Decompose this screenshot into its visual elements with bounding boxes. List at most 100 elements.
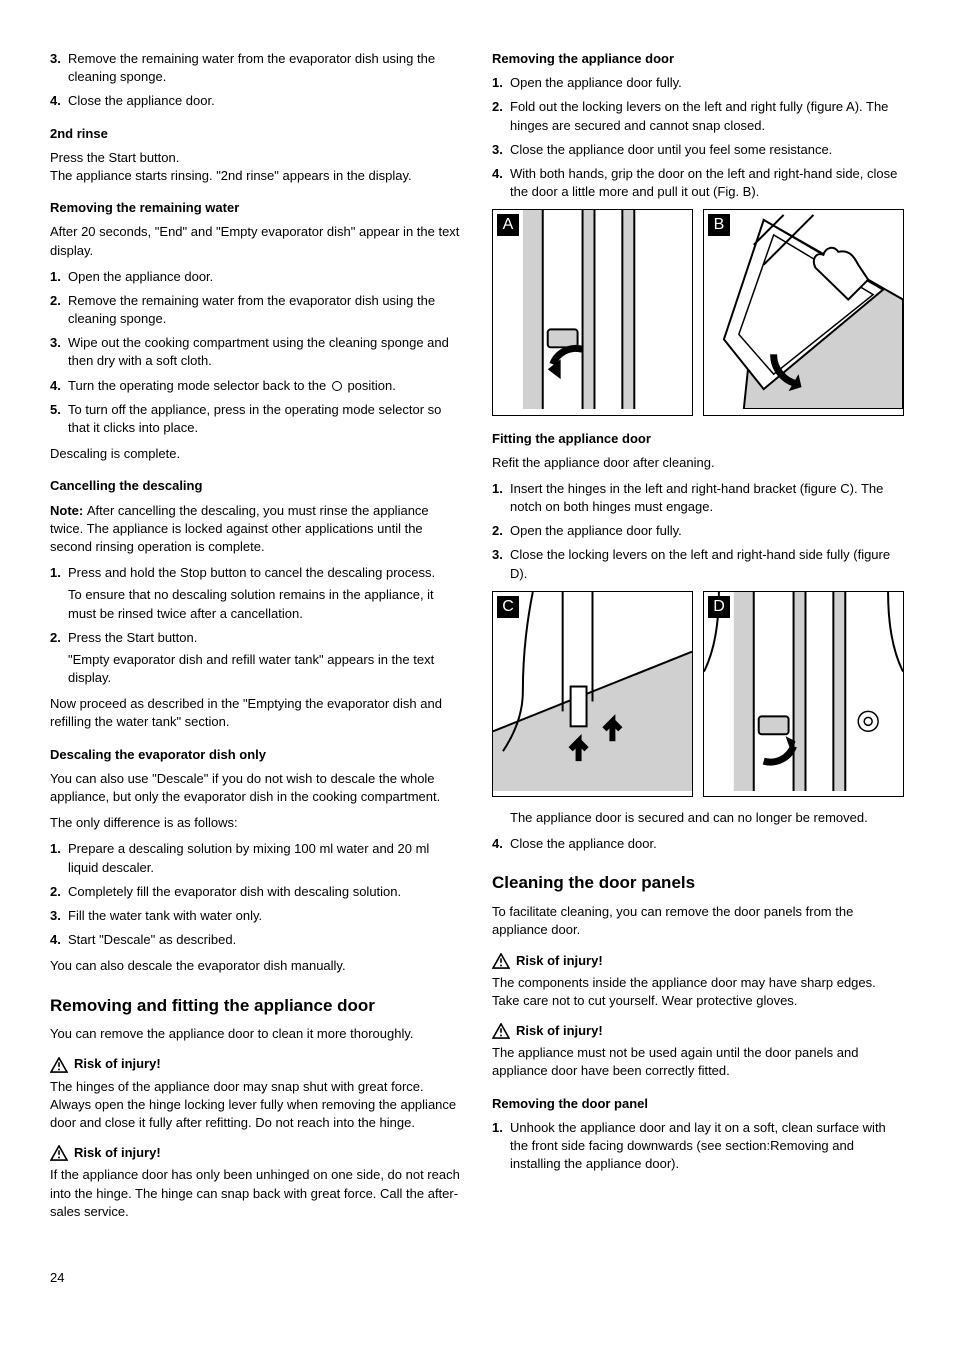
figure-c-svg (493, 592, 692, 791)
list-num: 3. (50, 334, 68, 370)
list-num: 2. (492, 522, 510, 540)
paragraph: You can also descale the evaporator dish… (50, 957, 462, 975)
warning-label: Risk of injury! (74, 1144, 161, 1162)
list-text: Close the appliance door until you feel … (510, 141, 904, 159)
list-num: 3. (492, 141, 510, 159)
list-item: 3.Fill the water tank with water only. (50, 907, 462, 925)
right-column: Removing the appliance door 1.Open the a… (492, 50, 904, 1229)
list-num: 1. (492, 74, 510, 92)
heading-2nd-rinse: 2nd rinse (50, 125, 462, 143)
note-paragraph: Note: After cancelling the descaling, yo… (50, 502, 462, 557)
heading-removing-door: Removing and fitting the appliance door (50, 994, 462, 1018)
list-text: Turn the operating mode selector back to… (68, 377, 462, 395)
list-removing-appl-door: 1.Open the appliance door fully. 2.Fold … (492, 74, 904, 201)
text: Press the Start button. (68, 630, 197, 645)
figure-a: A (492, 209, 693, 415)
list-text: To turn off the appliance, press in the … (68, 401, 462, 437)
list-num: 2. (492, 98, 510, 134)
heading-cancelling: Cancelling the descaling (50, 477, 462, 495)
heading-removing-panel: Removing the door panel (492, 1095, 904, 1113)
list-num: 4. (50, 931, 68, 949)
list-num: 2. (50, 292, 68, 328)
warning-text: The appliance must not be used again unt… (492, 1044, 904, 1080)
off-position-icon (332, 381, 342, 391)
list-item: 4.With both hands, grip the door on the … (492, 165, 904, 201)
page-columns: 3.Remove the remaining water from the ev… (50, 50, 904, 1229)
list-item: 1.Prepare a descaling solution by mixing… (50, 840, 462, 876)
paragraph: The appliance door is secured and can no… (510, 809, 904, 827)
heading-removing-water: Removing the remaining water (50, 199, 462, 217)
list-num: 2. (50, 883, 68, 901)
warning-label: Risk of injury! (516, 1022, 603, 1040)
paragraph: To facilitate cleaning, you can remove t… (492, 903, 904, 939)
list-cancelling: 1.Press and hold the Stop button to canc… (50, 564, 462, 687)
list-item: 4.Start "Descale" as described. (50, 931, 462, 949)
list-item: 2.Press the Start button. "Empty evaporat… (50, 629, 462, 688)
heading-removing-appl-door: Removing the appliance door (492, 50, 904, 68)
figure-label: D (708, 596, 730, 618)
paragraph: Press the Start button. The appliance sta… (50, 149, 462, 185)
list-descale-dish: 1.Prepare a descaling solution by mixing… (50, 840, 462, 949)
warning-row: Risk of injury! (50, 1055, 462, 1073)
list-item: 3.Wipe out the cooking compartment using… (50, 334, 462, 370)
paragraph: The only difference is as follows: (50, 814, 462, 832)
list-text: Open the appliance door. (68, 268, 462, 286)
list-text: Open the appliance door fully. (510, 522, 904, 540)
list-item: 3.Close the locking levers on the left a… (492, 546, 904, 582)
heading-fitting: Fitting the appliance door (492, 430, 904, 448)
list-item: 2.Fold out the locking levers on the lef… (492, 98, 904, 134)
list-subtext: To ensure that no descaling solution rem… (68, 586, 462, 622)
list-fitting: 1.Insert the hinges in the left and righ… (492, 480, 904, 583)
heading-cleaning-panels: Cleaning the door panels (492, 871, 904, 895)
list-text: Fold out the locking levers on the left … (510, 98, 904, 134)
list-text: Fill the water tank with water only. (68, 907, 462, 925)
note-text: After cancelling the descaling, you must… (50, 503, 429, 554)
list-text: Start "Descale" as described. (68, 931, 462, 949)
paragraph: Now proceed as described in the "Emptyin… (50, 695, 462, 731)
warning-row: Risk of injury! (50, 1144, 462, 1162)
list-item: 4.Close the appliance door. (492, 835, 904, 853)
list-removing-water: 1.Open the appliance door. 2.Remove the … (50, 268, 462, 438)
warning-icon (492, 1023, 510, 1039)
list-item: 1.Open the appliance door. (50, 268, 462, 286)
list-subtext: "Empty evaporator dish and refill water … (68, 651, 462, 687)
list-text: Remove the remaining water from the evap… (68, 50, 462, 86)
warning-text: The hinges of the appliance door may sna… (50, 1078, 462, 1133)
figure-b: B (703, 209, 904, 415)
list-item: 1.Open the appliance door fully. (492, 74, 904, 92)
list-text: Press the Start button. "Empty evaporator… (68, 629, 462, 688)
list-removing-panel: 1.Unhook the appliance door and lay it o… (492, 1119, 904, 1174)
list-text: Remove the remaining water from the evap… (68, 292, 462, 328)
list-text: Wipe out the cooking compartment using t… (68, 334, 462, 370)
list-item: 1.Insert the hinges in the left and righ… (492, 480, 904, 516)
list-num: 1. (50, 564, 68, 623)
list-num: 1. (50, 840, 68, 876)
text: Press the Start button. (50, 150, 179, 165)
warning-label: Risk of injury! (74, 1055, 161, 1073)
warning-icon (50, 1145, 68, 1161)
list-item: 5.To turn off the appliance, press in th… (50, 401, 462, 437)
list-text: Open the appliance door fully. (510, 74, 904, 92)
list-text: Prepare a descaling solution by mixing 1… (68, 840, 462, 876)
list-item: 3.Remove the remaining water from the ev… (50, 50, 462, 86)
figure-row-cd: C D (492, 591, 904, 797)
text: Press and hold the Stop button to cancel… (68, 565, 435, 580)
warning-icon (50, 1057, 68, 1073)
warning-text: The components inside the appliance door… (492, 974, 904, 1010)
list-num: 2. (50, 629, 68, 688)
paragraph: After 20 seconds, "End" and "Empty evapo… (50, 223, 462, 259)
list-item: 3.Close the appliance door until you fee… (492, 141, 904, 159)
list-num: 1. (492, 1119, 510, 1174)
list-item: 4.Close the appliance door. (50, 92, 462, 110)
page-number: 24 (50, 1269, 904, 1287)
figure-d-svg (704, 592, 903, 791)
text: The appliance starts rinsing. "2nd rinse… (50, 168, 412, 183)
list-num: 3. (492, 546, 510, 582)
list-first: 3.Remove the remaining water from the ev… (50, 50, 462, 111)
figure-label: C (497, 596, 519, 618)
text: Turn the operating mode selector back to… (68, 378, 330, 393)
list-text: Close the locking levers on the left and… (510, 546, 904, 582)
list-num: 5. (50, 401, 68, 437)
paragraph: Descaling is complete. (50, 445, 462, 463)
list-item: 2.Completely fill the evaporator dish wi… (50, 883, 462, 901)
